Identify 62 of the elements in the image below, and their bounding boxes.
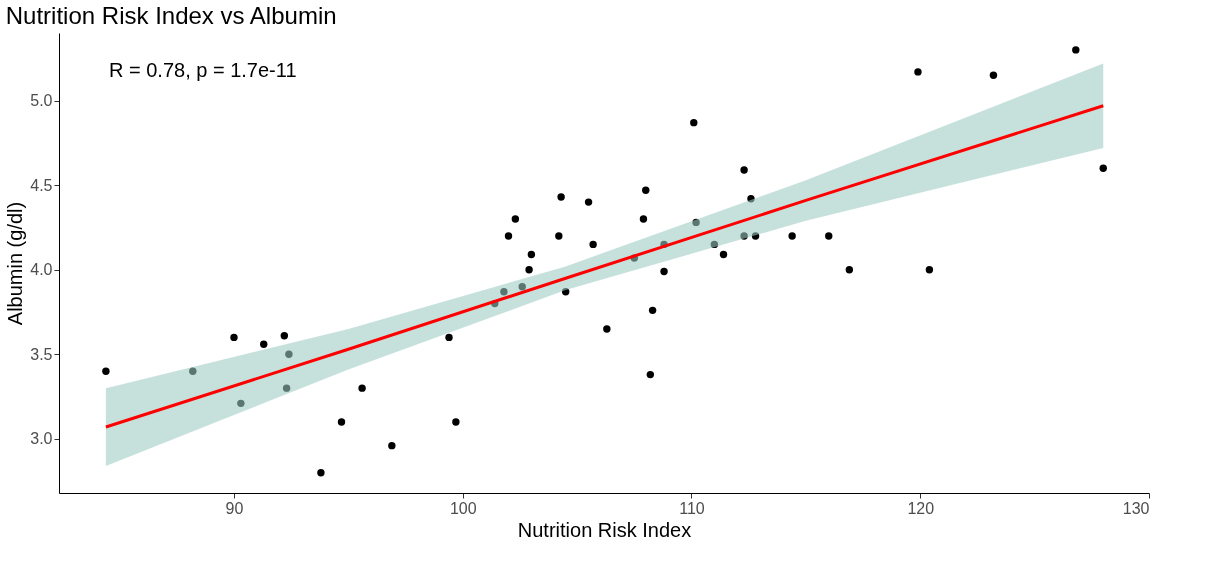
point bbox=[788, 232, 796, 240]
y-tick-label: 3.5 bbox=[30, 345, 53, 363]
point bbox=[648, 306, 657, 315]
y-tick-label: 3.0 bbox=[30, 430, 53, 448]
point bbox=[1099, 164, 1107, 172]
y-tick-label: 5.0 bbox=[30, 92, 53, 110]
point bbox=[646, 370, 655, 379]
point bbox=[584, 198, 593, 206]
point bbox=[237, 399, 245, 408]
point bbox=[500, 288, 508, 296]
point bbox=[845, 266, 854, 274]
point bbox=[692, 218, 700, 227]
point bbox=[639, 215, 648, 223]
point bbox=[527, 250, 536, 259]
point bbox=[511, 215, 520, 223]
point bbox=[710, 240, 719, 249]
x-tick-label: 130 bbox=[1122, 499, 1150, 517]
x-tick-label: 100 bbox=[449, 499, 477, 517]
point bbox=[603, 325, 611, 333]
chart-title: Nutrition Risk Index vs Albumin bbox=[5, 2, 337, 29]
y-tick-label: 4.0 bbox=[30, 261, 53, 279]
point bbox=[642, 186, 650, 194]
point bbox=[317, 469, 325, 477]
point bbox=[825, 232, 833, 240]
point bbox=[740, 232, 748, 240]
x-tick-label: 120 bbox=[907, 499, 935, 517]
point bbox=[719, 250, 728, 259]
point bbox=[337, 418, 346, 426]
x-tick-label: 90 bbox=[225, 499, 244, 517]
point bbox=[589, 240, 597, 249]
x-axis-title: Nutrition Risk Index bbox=[517, 518, 692, 541]
point bbox=[282, 384, 291, 392]
point bbox=[518, 282, 526, 291]
point bbox=[555, 232, 563, 240]
point bbox=[660, 267, 668, 276]
point bbox=[740, 166, 748, 174]
point bbox=[285, 350, 293, 359]
point bbox=[557, 193, 565, 201]
point bbox=[525, 266, 533, 274]
y-axis-title: Albumin (g/dl) bbox=[4, 201, 27, 326]
point bbox=[358, 384, 366, 392]
x-tick-label: 110 bbox=[679, 499, 705, 517]
point bbox=[690, 118, 698, 127]
point bbox=[260, 340, 268, 348]
point bbox=[1072, 46, 1080, 54]
point bbox=[747, 195, 755, 203]
point bbox=[914, 68, 922, 76]
point bbox=[989, 71, 998, 79]
point bbox=[445, 333, 453, 342]
point bbox=[230, 333, 238, 342]
point bbox=[102, 367, 110, 375]
line-series bbox=[104, 104, 1105, 429]
annotation: R = 0.78, p = 1.7e-11 bbox=[109, 59, 297, 81]
point bbox=[452, 418, 460, 426]
y-tick-label: 4.5 bbox=[30, 176, 53, 194]
point bbox=[388, 441, 396, 450]
point bbox=[561, 288, 570, 296]
point bbox=[280, 332, 289, 340]
point bbox=[504, 232, 513, 240]
point bbox=[751, 232, 760, 240]
point bbox=[925, 266, 934, 274]
point bbox=[189, 367, 197, 375]
